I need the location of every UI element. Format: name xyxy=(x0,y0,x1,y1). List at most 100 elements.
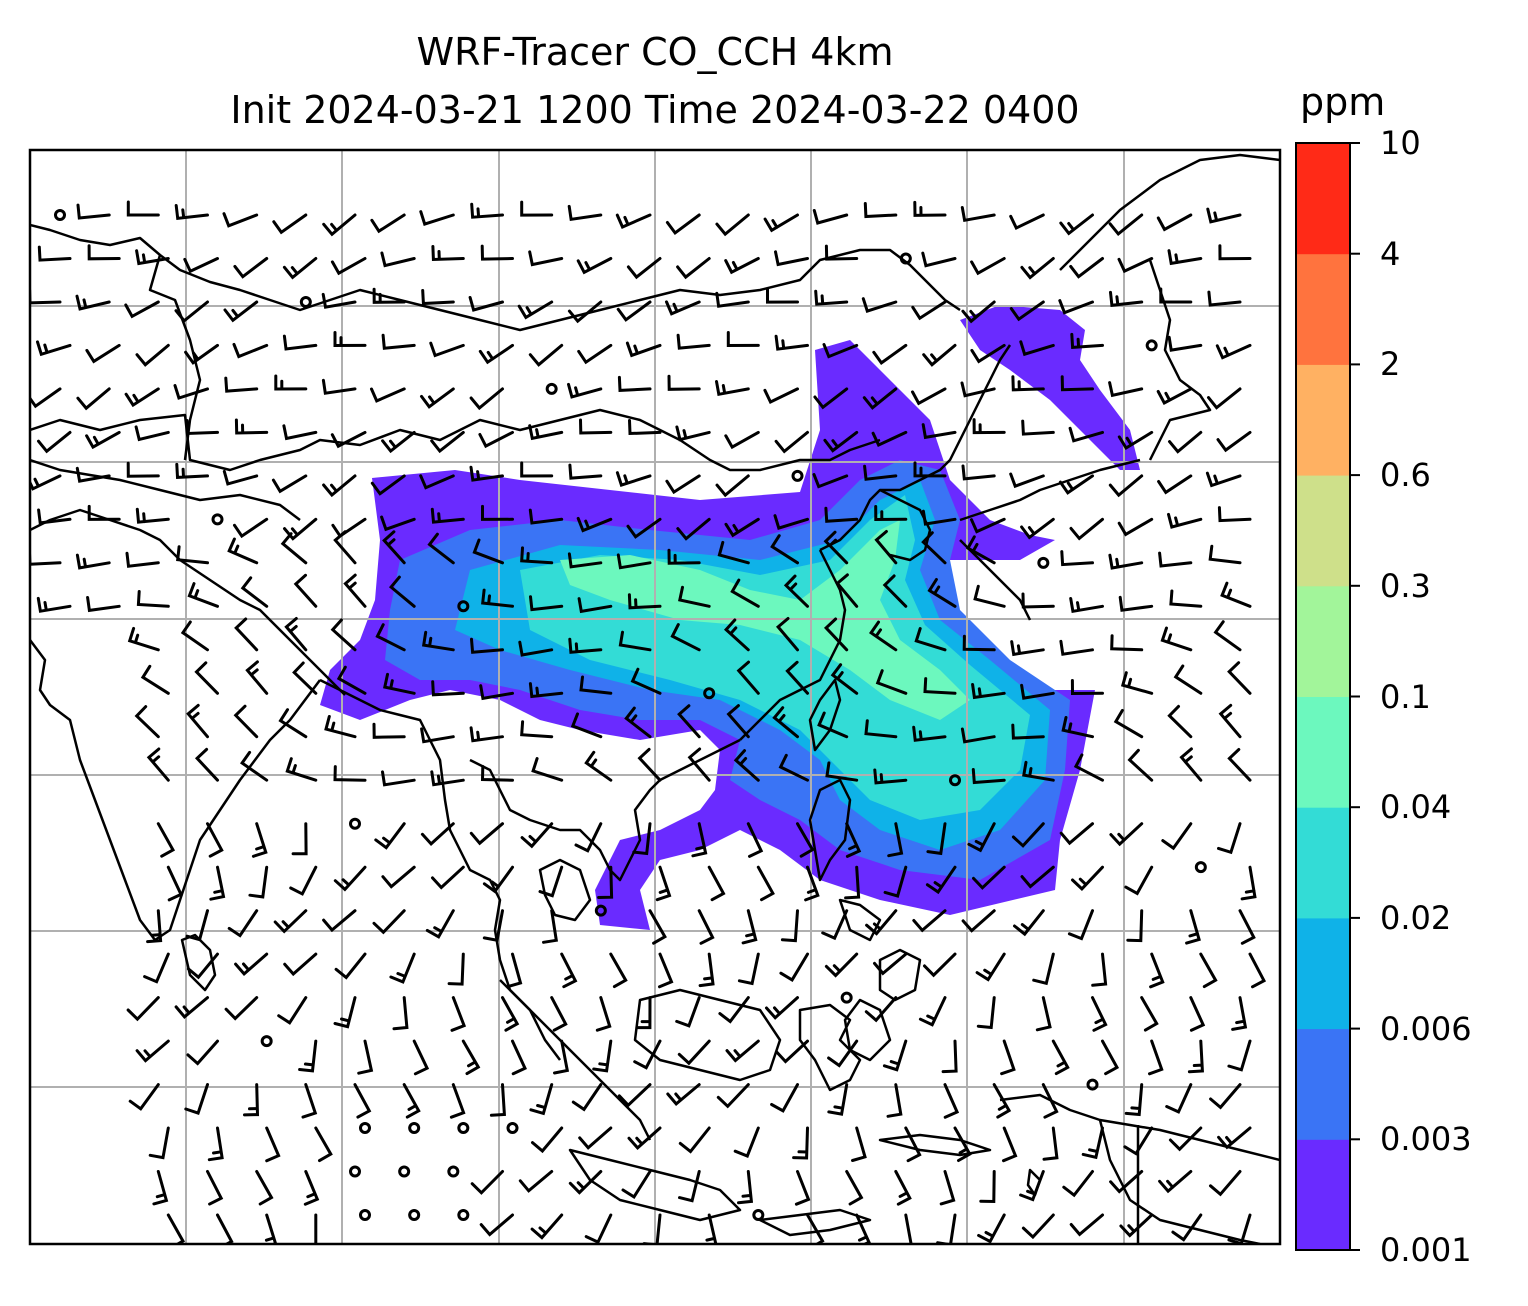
calm-wind-marker xyxy=(1194,861,1207,874)
wind-barb xyxy=(737,952,760,986)
wind-barb xyxy=(37,245,72,262)
wind-barb xyxy=(206,822,224,858)
wind-barb xyxy=(918,996,947,1027)
wind-barb xyxy=(975,952,1006,982)
wind-barb xyxy=(567,552,603,569)
wind-barb xyxy=(530,1213,564,1240)
wind-barb xyxy=(733,749,760,782)
wind-barb xyxy=(282,424,318,441)
wind-barb xyxy=(233,517,269,539)
wind-barb xyxy=(175,462,209,479)
wind-barb xyxy=(1158,1170,1193,1194)
calm-wind-marker xyxy=(408,1122,421,1135)
wind-barb xyxy=(912,909,947,933)
wind-barb xyxy=(224,996,259,1021)
wind-barb xyxy=(1091,996,1108,1032)
wind-barb xyxy=(479,1213,514,1237)
wind-barb xyxy=(796,822,815,858)
wind-barb xyxy=(961,909,996,933)
wind-barb xyxy=(419,210,455,226)
wind-barb xyxy=(472,538,504,565)
colorbar-segment xyxy=(1296,807,1350,919)
wind-barb xyxy=(245,660,269,695)
wind-barb xyxy=(763,213,799,233)
map-title: WRF-Tracer CO_CCH 4km xyxy=(416,30,894,74)
wind-barb xyxy=(961,300,996,324)
wind-barb xyxy=(1149,952,1165,989)
wind-barb xyxy=(324,715,357,739)
wind-barb xyxy=(715,291,750,308)
wind-barb xyxy=(240,750,269,782)
wind-barb xyxy=(1020,517,1055,540)
wind-barb xyxy=(1058,299,1094,315)
wind-barb xyxy=(1165,1083,1193,1114)
wind-barb xyxy=(823,617,849,652)
wind-barb xyxy=(330,618,357,652)
co-tracer-plume xyxy=(320,305,1140,930)
wind-barb xyxy=(209,865,226,901)
wind-barb xyxy=(392,996,409,1031)
wind-barb xyxy=(135,343,170,367)
wind-barb xyxy=(174,300,209,323)
wind-barb xyxy=(1062,1170,1094,1198)
wind-barb xyxy=(480,765,514,782)
wind-barb xyxy=(421,630,455,652)
wind-barb xyxy=(925,865,957,895)
wind-barb xyxy=(617,375,652,392)
wind-barb xyxy=(75,553,111,570)
wind-barb xyxy=(520,822,554,849)
wind-barb xyxy=(775,1039,809,1064)
wind-barb xyxy=(707,865,726,902)
wind-barb xyxy=(1159,287,1193,304)
wind-barb xyxy=(1117,257,1154,274)
wind-barb xyxy=(825,761,859,782)
wind-barb xyxy=(872,343,908,365)
wind-barb xyxy=(186,703,209,739)
wind-barb xyxy=(75,294,111,311)
colorbar-tick-label: 0.006 xyxy=(1380,1009,1472,1048)
wind-barb xyxy=(675,996,701,1028)
wind-barb xyxy=(1148,1039,1164,1076)
wind-barb xyxy=(817,711,849,739)
calm-wind-marker xyxy=(545,382,558,395)
wind-barb xyxy=(577,343,613,365)
calm-wind-marker xyxy=(359,1209,371,1221)
wind-barb xyxy=(1173,664,1203,695)
wind-barb xyxy=(343,573,367,608)
wind-barb xyxy=(823,530,849,565)
wind-barb xyxy=(851,1126,867,1162)
calm-wind-marker xyxy=(840,991,853,1004)
wind-barb xyxy=(1109,1170,1144,1194)
colorbar-tick-label: 0.3 xyxy=(1380,566,1431,605)
wind-barb xyxy=(923,677,957,695)
wind-barb xyxy=(482,865,514,894)
wind-barb xyxy=(520,546,554,565)
wind-barb xyxy=(618,630,652,652)
wind-barb xyxy=(1101,1039,1120,1076)
wind-barb xyxy=(567,382,603,399)
wind-barb xyxy=(135,249,170,266)
wind-barb xyxy=(666,1083,701,1107)
wind-barb xyxy=(665,213,701,235)
wind-barb xyxy=(1022,760,1055,782)
colorbar-segment xyxy=(1296,475,1350,587)
wind-barb xyxy=(1051,1039,1070,1076)
wind-barb xyxy=(447,952,465,986)
map-subtitle: Init 2024-03-21 1200 Time 2024-03-22 040… xyxy=(230,88,1080,132)
wind-barb xyxy=(1060,550,1094,567)
wind-barb xyxy=(1032,952,1055,986)
wind-barb xyxy=(173,384,209,400)
wind-barb xyxy=(233,704,259,739)
wind-barb xyxy=(1231,996,1248,1031)
wind-barb xyxy=(431,245,465,262)
wind-barb xyxy=(1156,387,1193,406)
wind-barb xyxy=(778,753,809,782)
wind-barb xyxy=(1042,1126,1059,1161)
wind-barb xyxy=(1217,1126,1252,1150)
wind-barb xyxy=(921,251,957,268)
calm-wind-marker xyxy=(506,1122,519,1135)
wind-barb xyxy=(186,952,219,980)
wind-barb xyxy=(1227,1039,1252,1072)
wind-barb xyxy=(1207,387,1242,410)
wind-barb xyxy=(1248,952,1267,989)
